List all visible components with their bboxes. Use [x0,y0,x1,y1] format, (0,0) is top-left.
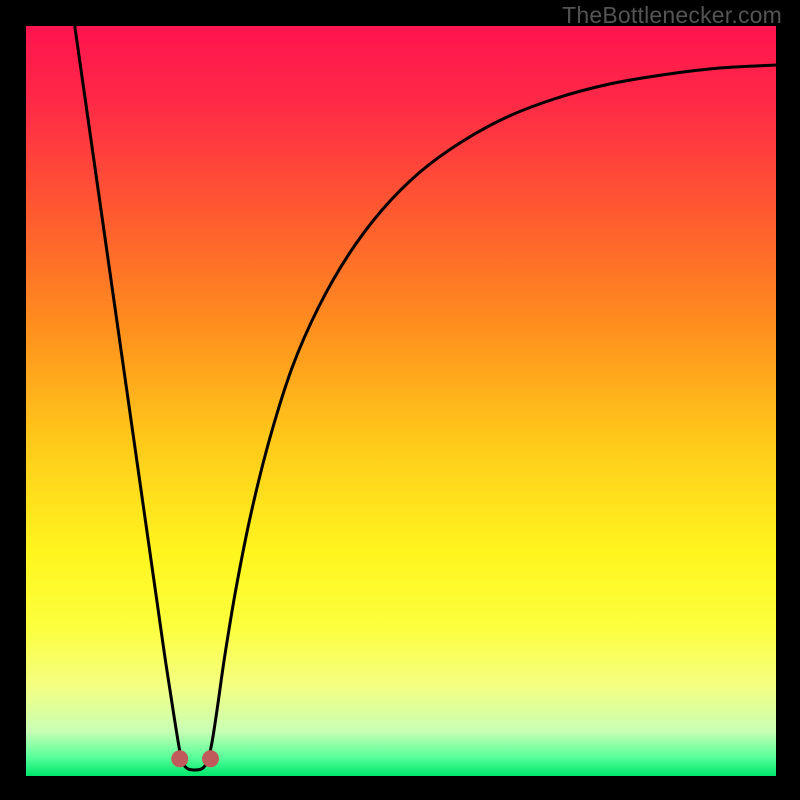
curve-marker-1 [203,751,219,767]
plot-area [26,26,776,776]
curve-marker-0 [172,751,188,767]
watermark-text: TheBottlenecker.com [562,2,782,29]
chart-svg [26,26,776,776]
gradient-background [26,26,776,776]
